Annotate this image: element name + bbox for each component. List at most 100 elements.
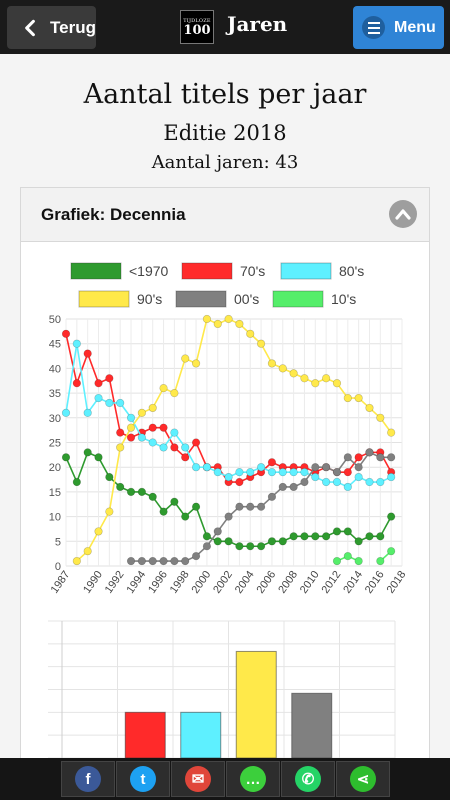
data-point (311, 532, 320, 541)
data-point (246, 468, 255, 477)
data-point (181, 443, 190, 452)
back-label: Terug (50, 17, 96, 37)
data-point (202, 463, 212, 472)
collapse-button[interactable] (389, 200, 417, 228)
chevron-left-icon (25, 19, 35, 36)
back-button[interactable]: Terug (7, 6, 96, 49)
legend-swatch (272, 290, 324, 308)
share-button[interactable]: ✉ (171, 761, 225, 797)
share-button[interactable]: t (116, 761, 170, 797)
bar (180, 711, 222, 759)
data-point (105, 374, 114, 383)
panel-header[interactable]: Grafiek: Decennia (21, 188, 429, 242)
data-point (61, 453, 71, 462)
data-point (126, 413, 136, 422)
menu-button[interactable]: Menu (353, 6, 444, 49)
data-point (148, 438, 157, 447)
data-point (387, 472, 396, 482)
data-point (148, 492, 157, 501)
data-point (300, 532, 309, 541)
legend-swatch (181, 262, 233, 280)
x-tick-label: 2014 (341, 569, 365, 596)
x-tick-label: 2016 (363, 569, 387, 596)
data-point (126, 423, 136, 432)
data-point (354, 537, 363, 546)
legend-label: 70's (240, 263, 265, 279)
data-point (332, 379, 342, 388)
y-tick-label: 15 (49, 487, 61, 499)
data-point (322, 532, 331, 541)
data-point (191, 463, 201, 472)
x-tick-label: 1990 (81, 569, 105, 596)
data-point (343, 468, 352, 477)
data-point (365, 448, 374, 457)
y-tick-label: 5 (55, 536, 61, 548)
y-tick-label: 10 (49, 512, 61, 524)
share-button[interactable]: f (61, 761, 115, 797)
legend-label: <1970 (129, 263, 169, 279)
data-point (311, 379, 320, 388)
y-tick-label: 35 (49, 388, 61, 400)
x-tick-label: 2000 (189, 569, 213, 596)
data-point (116, 398, 125, 408)
data-point (72, 556, 81, 566)
page-title: Aantal titels per jaar (83, 79, 367, 110)
data-point (191, 552, 201, 561)
data-point (224, 314, 233, 324)
bar (124, 711, 166, 759)
data-point (72, 339, 81, 348)
series-line (76, 317, 392, 562)
data-point (137, 433, 146, 442)
data-point (365, 477, 374, 487)
data-point (159, 443, 168, 452)
data-point (61, 408, 71, 417)
data-point (354, 463, 363, 472)
data-point (148, 423, 157, 432)
data-point (235, 502, 244, 511)
data-point (256, 339, 266, 348)
data-point (289, 468, 298, 477)
x-tick-label: 2010 (298, 569, 322, 596)
data-point (267, 458, 277, 467)
data-point (354, 393, 363, 403)
data-point (159, 384, 168, 393)
share-button[interactable]: ✆ (281, 761, 335, 797)
legend-label: 10's (331, 291, 356, 307)
data-point (387, 547, 396, 556)
data-point (376, 413, 385, 422)
year-count: Aantal jaren: 43 (151, 152, 299, 173)
data-point (83, 349, 92, 358)
y-tick-label: 30 (49, 413, 61, 425)
bar (235, 650, 277, 759)
data-point (181, 556, 190, 566)
data-point (256, 502, 266, 511)
data-point (376, 453, 385, 462)
edition-subtitle: Editie 2018 (163, 121, 287, 145)
app-logo: TIJDLOZE 100 (180, 10, 214, 44)
x-tick-label: 1994 (124, 569, 148, 596)
data-point (94, 393, 103, 403)
data-point (170, 497, 179, 506)
y-tick-label: 50 (49, 314, 61, 326)
data-point (116, 482, 125, 492)
data-point (105, 507, 114, 516)
data-point (224, 472, 233, 482)
x-tick-label: 1998 (168, 569, 192, 596)
data-point (332, 468, 342, 477)
y-tick-label: 25 (49, 438, 61, 450)
share-button[interactable]: … (226, 761, 280, 797)
data-point (322, 374, 331, 383)
data-point (387, 428, 396, 437)
data-point (289, 482, 298, 492)
data-point (137, 487, 146, 497)
y-tick-label: 20 (49, 462, 61, 474)
bar (291, 692, 333, 759)
share-button[interactable]: ⋖ (336, 761, 390, 797)
data-point (343, 453, 352, 462)
legend-swatch (78, 290, 130, 308)
twitter-icon: t (130, 766, 156, 792)
data-point (235, 319, 244, 329)
x-tick-label: 2018 (385, 569, 409, 596)
data-point (137, 408, 146, 417)
data-point (72, 477, 81, 487)
